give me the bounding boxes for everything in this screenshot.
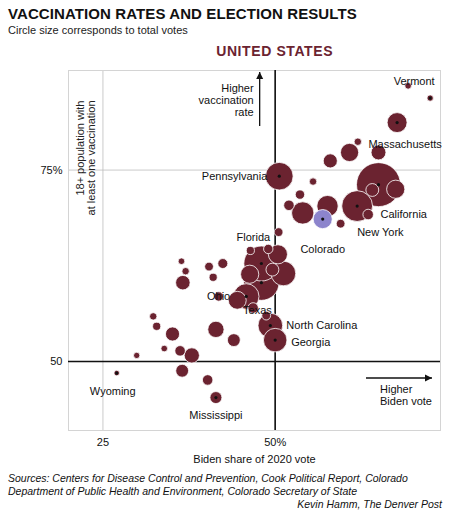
html-text:Sources: Centers for Disease C: Sources: Centers for Disease Control and…: [8, 472, 408, 497]
html-text:Kevin Hamm, The Denver Post: Kevin Hamm, The Denver Post: [297, 498, 442, 510]
svg-text:Massachusetts: Massachusetts: [368, 138, 442, 150]
svg-text:Florida: Florida: [237, 231, 272, 243]
svg-text:Pennsylvania: Pennsylvania: [202, 170, 268, 182]
svg-text:50%: 50%: [264, 436, 286, 448]
svg-text:Colorado: Colorado: [300, 243, 345, 255]
svg-text:New York: New York: [357, 226, 404, 238]
svg-text:HigherBiden vote: HigherBiden vote: [380, 383, 432, 407]
svg-text:Texas: Texas: [243, 304, 272, 316]
html-text:Circle size corresponds to tot: Circle size corresponds to total votes: [8, 24, 188, 36]
svg-text:Highervaccinationrate: Highervaccinationrate: [199, 82, 254, 118]
svg-text:Mississippi: Mississippi: [189, 409, 242, 421]
svg-text:Vermont: Vermont: [394, 75, 435, 87]
svg-text:Ohio: Ohio: [207, 290, 230, 302]
svg-text:18+ population withat least on: 18+ population withat least one vaccinat…: [74, 101, 97, 216]
svg-text:75%: 75%: [40, 164, 62, 176]
html-text:VACCINATION RATES AND ELECTION: VACCINATION RATES AND ELECTION RESULTS: [8, 5, 357, 22]
svg-text:North Carolina: North Carolina: [286, 319, 358, 331]
svg-text:UNITED STATES: UNITED STATES: [216, 43, 333, 59]
svg-text:Wyoming: Wyoming: [90, 385, 136, 397]
svg-text:California: California: [381, 208, 428, 220]
svg-text:25: 25: [97, 436, 109, 448]
svg-text:50: 50: [50, 355, 62, 367]
svg-text:Georgia: Georgia: [291, 336, 331, 348]
svg-text:Biden share of 2020 vote: Biden share of 2020 vote: [193, 453, 315, 465]
